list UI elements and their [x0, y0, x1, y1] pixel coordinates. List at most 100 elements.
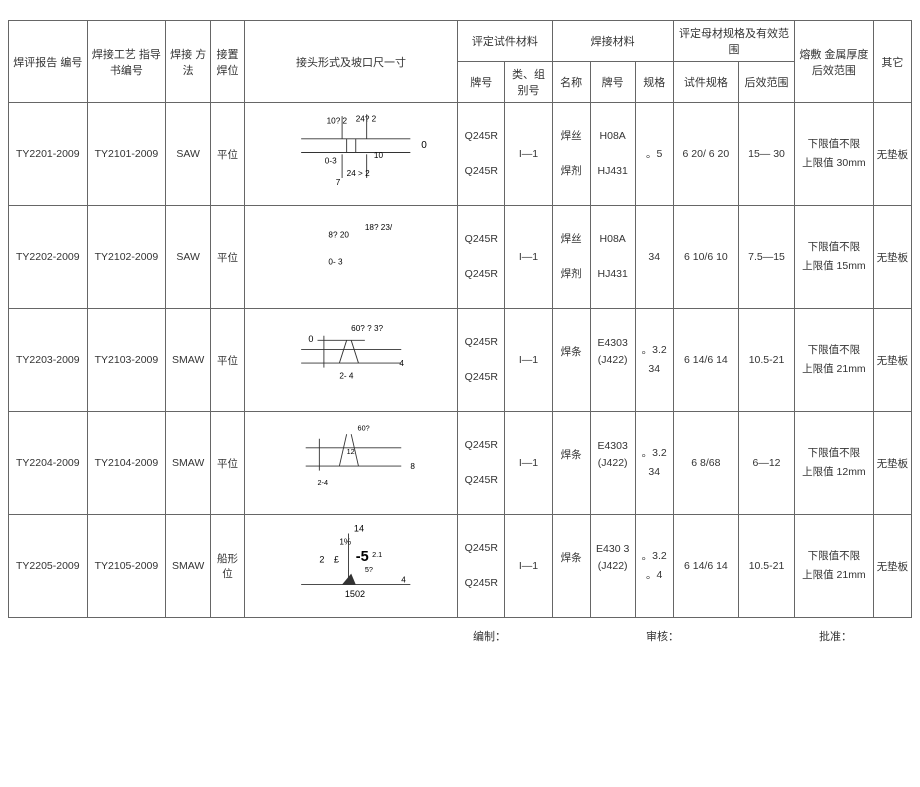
cell-weld-name: 焊丝焊剂 — [552, 103, 590, 206]
svg-text:18? 23/: 18? 23/ — [365, 223, 393, 232]
cell-range: 7.5—15 — [738, 206, 794, 309]
th-base-metal-group: 评定母材规格及有效范围 — [673, 21, 794, 62]
svg-text:-5: -5 — [356, 549, 369, 565]
cell-report-no: TY2201-2009 — [9, 103, 88, 206]
svg-text:0- 3: 0- 3 — [328, 258, 343, 267]
svg-text:0: 0 — [308, 334, 313, 344]
cell-range: 10.5-21 — [738, 515, 794, 618]
cell-method: SMAW — [166, 412, 211, 515]
cell-test-spec: 6 10/6 10 — [673, 206, 738, 309]
cell-range: 15— 30 — [738, 103, 794, 206]
th-weld-material-group: 焊接材料 — [552, 21, 673, 62]
cell-diagram: 10? 2 24? 2 0 0-3 10 24 > 2 7 — [244, 103, 457, 206]
cell-weld-grade: H08AHJ431 — [590, 103, 635, 206]
cell-class: I—1 — [505, 515, 552, 618]
cell-test-spec: 6 20/ 6 20 — [673, 103, 738, 206]
footer-approve: 批准： — [819, 628, 852, 644]
cell-weld-spec: 34 — [635, 206, 673, 309]
svg-text:10: 10 — [374, 151, 384, 160]
wps-table: 焊评报告 编号 焊接工艺 指导书编号 焊接 方法 接置焊位 接头形式及坡口尺一寸… — [8, 20, 912, 618]
th-weld-name: 名称 — [552, 62, 590, 103]
svg-text:2: 2 — [319, 555, 324, 565]
table-row: TY2201-2009 TY2101-2009 SAW 平位 10? 2 24?… — [9, 103, 912, 206]
svg-text:10? 2: 10? 2 — [326, 116, 347, 125]
svg-text:8? 20: 8? 20 — [328, 230, 349, 239]
cell-weld-name: 焊条 — [552, 412, 590, 515]
cell-weld-name: 焊丝焊剂 — [552, 206, 590, 309]
svg-text:£: £ — [334, 555, 339, 565]
th-test-material-group: 评定试件材料 — [458, 21, 552, 62]
cell-method: SMAW — [166, 309, 211, 412]
cell-grade: Q245RQ245R — [458, 103, 505, 206]
svg-text:60? ? 3?: 60? ? 3? — [351, 324, 383, 333]
th-weld-grade: 牌号 — [590, 62, 635, 103]
cell-deposit: 下限值不限上限值 30mm — [795, 103, 874, 206]
cell-other: 无垫板 — [873, 309, 911, 412]
cell-other: 无垫板 — [873, 412, 911, 515]
cell-position: 平位 — [211, 206, 245, 309]
svg-text:1502: 1502 — [345, 589, 365, 599]
th-report-no: 焊评报告 编号 — [9, 21, 88, 103]
cell-report-no: TY2202-2009 — [9, 206, 88, 309]
cell-deposit: 下限值不限上限值 21mm — [795, 515, 874, 618]
svg-text:0: 0 — [421, 140, 427, 151]
table-row: TY2205-2009 TY2105-2009 SMAW 船形位 14 1% 2… — [9, 515, 912, 618]
cell-test-spec: 6 14/6 14 — [673, 515, 738, 618]
svg-text:7: 7 — [336, 178, 341, 187]
cell-method: SAW — [166, 103, 211, 206]
th-deposit: 熔敷 金属厚度后效范围 — [795, 21, 874, 103]
svg-text:8: 8 — [410, 462, 415, 471]
svg-text:2-4: 2-4 — [317, 478, 328, 487]
th-grade: 牌号 — [458, 62, 505, 103]
cell-diagram: 60? 12 8 2-4 — [244, 412, 457, 515]
table-row: TY2203-2009 TY2103-2009 SMAW 平位 0 60? ? … — [9, 309, 912, 412]
cell-position: 平位 — [211, 412, 245, 515]
svg-text:14: 14 — [354, 524, 364, 534]
cell-test-spec: 6 14/6 14 — [673, 309, 738, 412]
th-class: 类、组 别号 — [505, 62, 552, 103]
cell-class: I—1 — [505, 412, 552, 515]
cell-range: 10.5-21 — [738, 309, 794, 412]
cell-weld-grade: E4303 (J422) — [590, 309, 635, 412]
cell-class: I—1 — [505, 103, 552, 206]
cell-grade: Q245RQ245R — [458, 412, 505, 515]
svg-text:2.1: 2.1 — [372, 550, 382, 559]
cell-weld-spec: 。3.234 — [635, 309, 673, 412]
table-row: TY2204-2009 TY2104-2009 SMAW 平位 60? 12 8… — [9, 412, 912, 515]
cell-position: 平位 — [211, 309, 245, 412]
cell-report-no: TY2205-2009 — [9, 515, 88, 618]
cell-wps-no: TY2105-2009 — [87, 515, 166, 618]
cell-other: 无垫板 — [873, 515, 911, 618]
footer-signatures: 编制： 审核： 批准： — [8, 628, 912, 644]
cell-weld-name: 焊条 — [552, 309, 590, 412]
cell-weld-spec: 。5 — [635, 103, 673, 206]
cell-test-spec: 6 8/68 — [673, 412, 738, 515]
th-other: 其它 — [873, 21, 911, 103]
cell-position: 平位 — [211, 103, 245, 206]
svg-text:24 > 2: 24 > 2 — [346, 169, 369, 178]
th-position: 接置焊位 — [211, 21, 245, 103]
svg-text:1%: 1% — [339, 537, 351, 546]
cell-deposit: 下限值不限上限值 15mm — [795, 206, 874, 309]
cell-wps-no: TY2104-2009 — [87, 412, 166, 515]
cell-weld-name: 焊条 — [552, 515, 590, 618]
cell-weld-spec: 。3.234 — [635, 412, 673, 515]
cell-wps-no: TY2101-2009 — [87, 103, 166, 206]
cell-diagram: 8? 20 18? 23/ 0- 3 — [244, 206, 457, 309]
svg-text:12: 12 — [346, 447, 354, 456]
cell-deposit: 下限值不限上限值 12mm — [795, 412, 874, 515]
th-test-spec: 试件规格 — [673, 62, 738, 103]
th-range: 后效范围 — [738, 62, 794, 103]
cell-weld-grade: H08AHJ431 — [590, 206, 635, 309]
table-row: TY2202-2009 TY2102-2009 SAW 平位 8? 20 18?… — [9, 206, 912, 309]
th-joint-diagram: 接头形式及坡口尺一寸 — [244, 21, 457, 103]
th-weld-spec: 规格 — [635, 62, 673, 103]
svg-text:0-3: 0-3 — [325, 156, 337, 165]
cell-class: I—1 — [505, 206, 552, 309]
cell-diagram: 14 1% 2 £ -5 2.1 5? 4 1502 — [244, 515, 457, 618]
cell-deposit: 下限值不限上限值 21mm — [795, 309, 874, 412]
svg-text:4: 4 — [401, 576, 406, 585]
cell-position: 船形位 — [211, 515, 245, 618]
svg-text:2- 4: 2- 4 — [339, 372, 354, 381]
cell-other: 无垫板 — [873, 103, 911, 206]
